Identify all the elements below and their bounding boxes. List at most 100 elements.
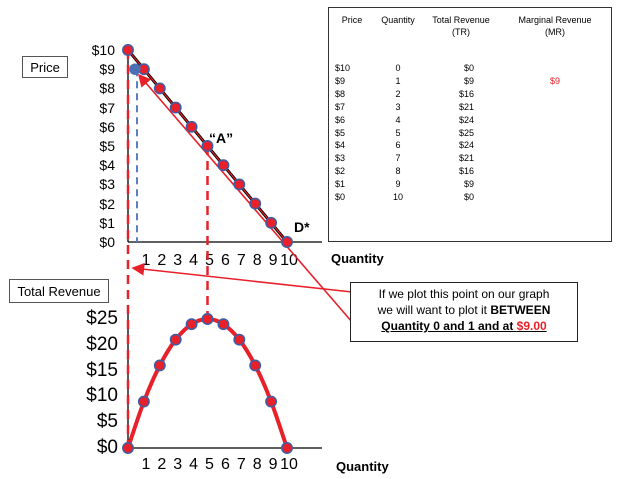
table-header-mr-line1: Marginal Revenue [518,15,592,25]
price-tick-label: $7 [99,99,115,116]
demand-point-3 [169,101,182,114]
table-cell-tr: $9 [463,179,474,190]
quantity-tick-label: 1 [141,456,151,473]
demand-point-2 [153,82,166,95]
demand-point-5 [201,140,214,152]
quantity-tick-label: 6 [220,252,230,269]
price-tick-label: $4 [99,157,115,174]
table-cell-tr: $0 [463,192,474,202]
price-tick-label: $5 [99,138,115,154]
table-cell-mr: $9 [549,75,560,86]
tr-point-9 [265,395,278,408]
table-cell-price: $8 [335,88,346,99]
tr-point-3 [169,333,182,346]
quantity-tick-label: 9 [268,456,278,473]
tr-point-0 [122,442,134,454]
quantity-tick-label: 10 [280,456,298,473]
point-a-label: “A” [209,130,234,146]
demand-point-7 [233,178,246,191]
table-cell-tr: $25 [458,127,474,138]
tr-tick-label: $20 [86,333,118,355]
quantity-tick-label: 2 [157,456,167,473]
price-tick-label: $9 [99,61,115,78]
tr-point-4 [185,318,198,331]
table-cell-price: $2 [335,166,346,177]
price-tick-label: $0 [99,234,115,250]
table-header-price: Price [341,15,363,25]
table-cell-price: $0 [335,192,346,202]
tr-tick-label: $0 [96,437,118,458]
callout-arrow-to-axis [131,262,353,293]
price-tick-label: $2 [99,195,115,212]
callout-line3: Quantity 0 and 1 and at $9.00 [351,318,577,334]
table-header-tr-line1: Total Revenue [432,15,490,25]
table-cell-tr: $16 [458,166,474,177]
table-cell-quantity: 3 [395,101,401,112]
table-cell-price: $6 [335,114,346,125]
price-tick-label: $8 [99,80,115,97]
mr-point [129,63,141,75]
demand-point-8 [249,197,262,210]
demand-point-4 [185,120,198,133]
table-header-mr: Marginal Revenue (MR) [507,14,603,38]
quantity-tick-label: 2 [157,252,167,269]
demand-label: D* [294,219,310,235]
quantity-tick-label: 6 [220,456,230,473]
quantity-axis-title-top: Quantity [331,251,384,266]
quantity-tick-label: 8 [252,456,262,473]
callout-line2-text: we will want to plot it [377,303,491,317]
demand-point-0 [122,44,134,56]
quantity-tick-label: 5 [205,252,214,269]
callout-line2: we will want to plot it BETWEEN [351,302,577,318]
callout-line1: If we plot this point on our graph [378,287,550,301]
table-cell-quantity: 10 [392,192,403,202]
demand-point-6 [217,159,230,172]
table-cell-quantity: 4 [395,114,401,125]
price-tick-label: $3 [99,176,115,193]
table-header-quantity: Quantity [381,15,415,25]
quantity-tick-label: 1 [141,252,151,269]
tr-tick-label: $25 [86,308,118,329]
table-cell-quantity: 2 [395,88,401,99]
total-revenue-curve [126,316,289,449]
tr-point-1 [137,395,150,408]
table-header-tr-line2: (TR) [452,27,470,37]
price-axis-label: Price [22,56,68,78]
quantity-tick-label: 8 [252,252,262,269]
table-cell-price: $10 [335,63,351,73]
table-cell-tr: $9 [463,75,474,86]
quantity-tick-label: 4 [189,456,199,473]
demand-point-9 [265,216,278,229]
table-cell-tr: $24 [458,140,474,151]
quantity-tick-label: 5 [205,456,214,473]
table-cell-price: $3 [335,153,346,164]
table-cell-quantity: 7 [395,153,401,164]
table-cell-tr: $21 [458,153,474,164]
tr-tick-label: $10 [86,385,118,407]
quantity-tick-label: 3 [173,252,183,269]
table-cell-quantity: 9 [395,179,401,190]
callout-value: $9.00 [516,319,547,333]
table-cell-quantity: 5 [395,127,401,138]
table-cell-price: $4 [335,140,346,151]
price-tick-label: $10 [91,42,115,58]
table-cell-quantity: 8 [395,166,401,177]
price-tick-label: $6 [99,118,115,135]
table-header-tr: Total Revenue (TR) [426,14,496,38]
table-cell-tr: $16 [458,88,474,99]
tr-point-8 [249,359,262,372]
table-cell-tr: $21 [458,101,474,112]
revenue-table: Price Quantity Total Revenue (TR) Margin… [328,7,612,242]
tr-point-7 [233,333,246,346]
tr-tick-label: $5 [96,411,118,433]
callout-line3-text: Quantity 0 and 1 and at [381,319,517,333]
table-cell-price: $1 [335,179,346,190]
demand-point-10 [281,236,293,248]
callout-box: If we plot this point on our graph we wi… [350,282,578,342]
table-cell-price: $7 [335,101,346,112]
tr-point-5 [201,313,214,325]
table-cell-tr: $24 [458,114,474,125]
table-cell-price: $5 [335,127,346,138]
price-tick-label: $1 [99,214,115,231]
